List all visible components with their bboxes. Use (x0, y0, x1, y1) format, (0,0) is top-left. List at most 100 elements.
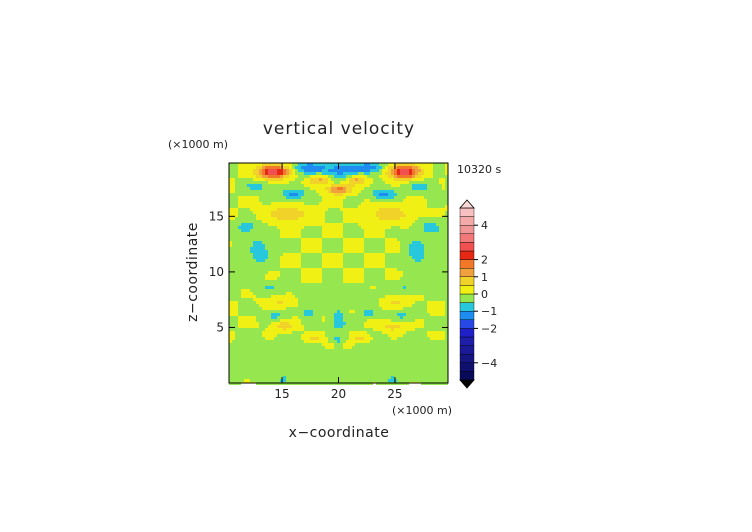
heatmap-cell (376, 367, 379, 370)
heatmap-cell (280, 280, 283, 283)
heatmap-cell (418, 220, 421, 223)
heatmap-cell (292, 355, 295, 358)
heatmap-cell (244, 346, 247, 349)
heatmap-cell (319, 310, 322, 313)
heatmap-cell (250, 343, 253, 346)
heatmap-cell (262, 223, 265, 226)
heatmap-cell (280, 178, 283, 181)
heatmap-cell (370, 289, 373, 292)
heatmap-cell (355, 169, 358, 172)
heatmap-cell (349, 325, 352, 328)
heatmap-cell (280, 193, 283, 196)
heatmap-cell (418, 316, 421, 319)
heatmap-cell (442, 220, 445, 223)
heatmap-cell (331, 268, 334, 271)
heatmap-cell (334, 346, 337, 349)
heatmap-cell (382, 268, 385, 271)
heatmap-cell (334, 277, 337, 280)
heatmap-cell (316, 181, 319, 184)
heatmap-cell (343, 286, 346, 289)
heatmap-cell (442, 169, 445, 172)
heatmap-cell (436, 199, 439, 202)
heatmap-cell (415, 175, 418, 178)
heatmap-cell (274, 343, 277, 346)
heatmap-cell (298, 301, 301, 304)
heatmap-cell (415, 283, 418, 286)
heatmap-cell (352, 226, 355, 229)
heatmap-cell (337, 292, 340, 295)
heatmap-cell (379, 283, 382, 286)
heatmap-cell (430, 271, 433, 274)
heatmap-cell (418, 229, 421, 232)
heatmap-cell (388, 286, 391, 289)
heatmap-cell (388, 361, 391, 364)
heatmap-cell (346, 337, 349, 340)
heatmap-cell (328, 217, 331, 220)
heatmap-cell (241, 331, 244, 334)
heatmap-cell (388, 316, 391, 319)
heatmap-cell (367, 349, 370, 352)
heatmap-cell (349, 361, 352, 364)
heatmap-cell (430, 247, 433, 250)
heatmap-cell (319, 199, 322, 202)
heatmap-cell (283, 283, 286, 286)
heatmap-cell (301, 190, 304, 193)
heatmap-cell (331, 292, 334, 295)
heatmap-cell (439, 223, 442, 226)
heatmap-cell (388, 313, 391, 316)
heatmap-cell (409, 265, 412, 268)
heatmap-cell (313, 376, 316, 379)
heatmap-cell (298, 190, 301, 193)
heatmap-cell (409, 340, 412, 343)
heatmap-cell (265, 166, 268, 169)
heatmap-cell (241, 223, 244, 226)
heatmap-cell (391, 292, 394, 295)
heatmap-cell (427, 196, 430, 199)
heatmap-cell (358, 178, 361, 181)
heatmap-cell (253, 250, 256, 253)
heatmap-cell (247, 259, 250, 262)
heatmap-cell (328, 370, 331, 373)
heatmap-cell (253, 292, 256, 295)
heatmap-cell (424, 295, 427, 298)
heatmap-cell (259, 310, 262, 313)
heatmap-cell (331, 283, 334, 286)
heatmap-cell (322, 373, 325, 376)
heatmap-cell (358, 256, 361, 259)
heatmap-cell (394, 178, 397, 181)
heatmap-cell (352, 352, 355, 355)
heatmap-cell (259, 352, 262, 355)
heatmap-cell (385, 193, 388, 196)
heatmap-cell (400, 358, 403, 361)
heatmap-cell (358, 367, 361, 370)
heatmap-cell (361, 265, 364, 268)
heatmap-cell (235, 361, 238, 364)
heatmap-cell (241, 373, 244, 376)
heatmap-cell (313, 235, 316, 238)
heatmap-cell (409, 364, 412, 367)
heatmap-cell (295, 349, 298, 352)
heatmap-cell (259, 265, 262, 268)
heatmap-cell (370, 277, 373, 280)
heatmap-cell (445, 268, 448, 271)
heatmap-cell (421, 310, 424, 313)
heatmap-cell (355, 235, 358, 238)
heatmap-cell (358, 262, 361, 265)
heatmap-cell (343, 376, 346, 379)
heatmap-cell (310, 370, 313, 373)
heatmap-cell (334, 304, 337, 307)
heatmap-cell (412, 349, 415, 352)
heatmap-cell (406, 310, 409, 313)
heatmap-cell (274, 163, 277, 166)
heatmap-cell (298, 370, 301, 373)
heatmap-cell (289, 316, 292, 319)
heatmap-cell (313, 328, 316, 331)
heatmap-cell (376, 331, 379, 334)
heatmap-cell (379, 379, 382, 382)
colorbar-level (459, 276, 475, 286)
heatmap-cell (352, 169, 355, 172)
heatmap-cell (310, 256, 313, 259)
heatmap-cell (349, 328, 352, 331)
heatmap-cell (250, 214, 253, 217)
heatmap-cell (238, 274, 241, 277)
